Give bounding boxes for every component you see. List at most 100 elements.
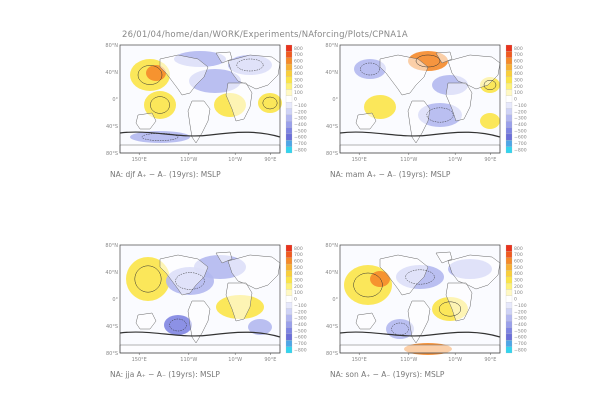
contour-line [483,79,497,91]
colorbar-label: 100 [514,290,523,296]
colorbar-swatch [285,44,293,52]
colorbar-swatch [285,95,293,103]
coastline-greenland [215,251,233,264]
coastline-africa [225,282,253,322]
colorbar: 8007006005004003002001000−100−200−300−40… [285,44,307,154]
contour-line [438,301,462,317]
lat-tick-label: 40°S [106,324,118,330]
colorbar-label: −500 [294,328,307,334]
lat-tick-label: 40°S [326,124,338,130]
coastline-africa [445,282,473,322]
colorbar-label: 100 [294,90,303,96]
colorbar-label: 700 [294,252,303,258]
colorbar-swatch [285,108,293,115]
lon-tick-label: 150°E [132,357,147,363]
lon-tick-label: 110°W [400,357,417,363]
positive-anomaly-region [126,257,170,301]
colorbar-label: −600 [294,335,307,341]
colorbar-label: 200 [514,84,523,90]
colorbar-label: −700 [294,141,307,147]
colorbar-label: 500 [514,65,523,71]
colorbar-swatch [285,263,293,271]
colorbar-label: 400 [294,71,303,77]
colorbar-label: −800 [294,347,307,353]
colorbar-label: 600 [514,258,523,264]
colorbar: 8007006005004003002001000−100−200−300−40… [505,44,527,153]
colorbar-label: −500 [514,328,527,334]
colorbar-swatch [285,57,293,65]
colorbar-label: −400 [294,122,307,128]
colorbar-label: 600 [514,58,523,64]
zero-contour-line [119,131,281,138]
lon-tick-label: 110°W [180,357,197,363]
positive-anomaly-region [258,93,282,113]
map-son: 80°N 40°N 0° 40°S 80°S 150°E 110°W 10°W 90°E 8007… [325,243,527,363]
colorbar-label: 500 [514,265,523,271]
map-frame [119,44,281,154]
lat-tick-label: 80°S [326,151,338,157]
lat-tick-label: 80°S [326,351,338,357]
lat-tick-label: 80°N [105,243,118,249]
colorbar-swatch [285,114,293,122]
colorbar-label: −300 [294,116,307,122]
map-panel-djf: 80°N 40°N 0° 40°S 80°S 150°E 110°W 10°W 90°E 800 7… [105,40,380,190]
lon-tick-label: 150°E [132,157,147,163]
colorbar-label: −400 [294,322,307,328]
lon-tick-label: 90°E [484,357,496,363]
coastline-eurasia [447,54,501,90]
colorbar-label: −700 [294,341,307,347]
contour-line [360,62,380,76]
contour-line [169,318,187,332]
colorbar-label: 400 [514,271,523,277]
colorbar-swatch [505,127,513,135]
zero-contour-line [339,331,501,338]
lat-tick-label: 80°N [325,43,338,49]
contour-line [426,107,454,123]
map-frame [119,244,281,354]
negative-anomaly-region [248,319,272,335]
colorbar-swatch [285,70,293,77]
colorbar-label: −500 [514,128,527,134]
colorbar-swatch [285,51,293,58]
colorbar-label: 800 [514,46,523,52]
lon-tick-label: 10°W [228,357,242,363]
colorbar-swatch [505,133,513,141]
lon-tick-label: 10°W [448,357,462,363]
map-panel-son: 80°N 40°N 0° 40°S 80°S 150°E 110°W 10°W 90°E 800 7… [325,240,589,390]
map-area-son [339,244,501,355]
colorbar-swatch [285,127,293,135]
lat-tick-label: 0° [332,297,338,303]
lon-tick-label: 90°E [264,157,276,163]
colorbar-swatch [285,302,293,309]
caption-djf: NA: djf A₊ − A₋ (19yrs): MSLP [110,170,221,179]
colorbar-swatch [285,146,293,154]
colorbar-label: 300 [514,278,523,284]
negative-anomaly-region [130,131,190,143]
colorbar-swatch [285,340,293,347]
coastline-africa [225,82,253,122]
coastline-australia [135,112,157,130]
colorbar-swatch [285,346,293,354]
colorbar-swatch [285,251,293,258]
contour-line [262,96,278,110]
colorbar-label: −600 [514,135,527,141]
colorbar-label: 200 [294,284,303,290]
map-panel-mam: 80°N 40°N 0° 40°S 80°S 150°E 110°W 10°W 90°E 800 7… [325,40,589,190]
contour-line [150,96,170,114]
negative-anomaly-region [386,319,414,339]
zero-contour-line [119,331,281,338]
caption-son: NA: son A₊ − A₋ (19yrs): MSLP [330,370,445,379]
zero-contour-line [339,131,501,138]
colorbar-label: −500 [294,128,307,134]
colorbar-label: 800 [294,246,303,252]
colorbar-label: −400 [514,322,527,328]
colorbar-label: 500 [294,265,303,271]
coastline-australia [355,112,377,130]
coastline-north-america [159,54,209,96]
lon-tick-label: 150°E [352,157,367,163]
colorbar-label: 200 [294,84,303,90]
colorbar-swatch [505,340,513,347]
colorbar-label: −300 [514,116,527,122]
colorbar-label: −200 [514,109,527,115]
colorbar-label: −200 [514,309,527,315]
